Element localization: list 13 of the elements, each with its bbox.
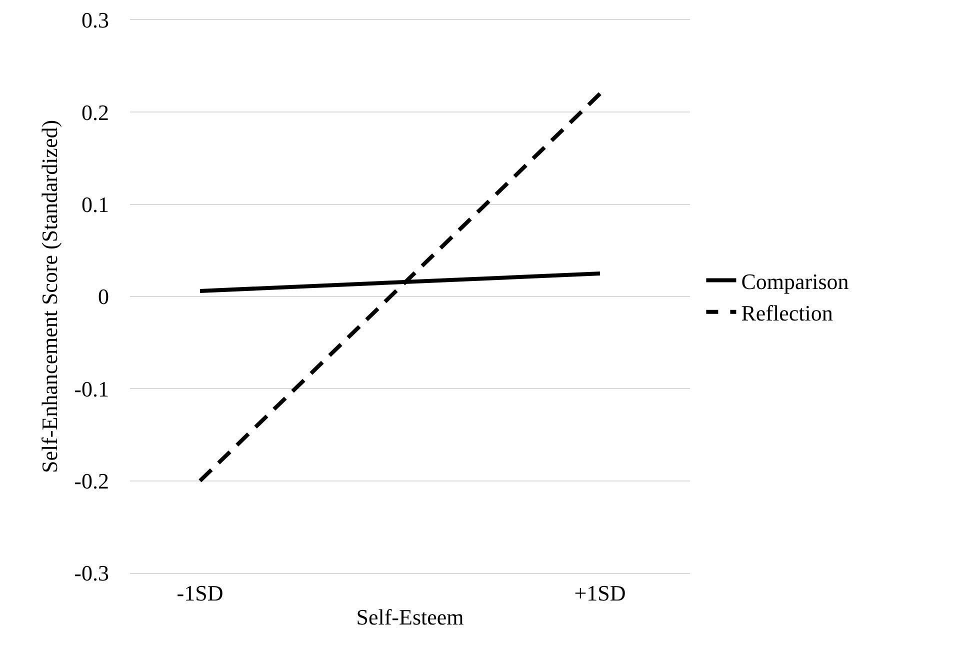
legend-label: Comparison xyxy=(741,268,849,294)
legend-label: Reflection xyxy=(741,300,833,326)
y-tick-label: -0.1 xyxy=(74,376,109,402)
y-tick-label: 0.2 xyxy=(82,100,109,125)
y-tick-label: -0.3 xyxy=(74,560,109,586)
y-tick-label: 0.1 xyxy=(82,192,109,218)
y-tick-label: 0 xyxy=(98,284,109,310)
y-tick-label: -0.2 xyxy=(74,468,109,494)
x-tick-label: +1SD xyxy=(574,580,626,606)
y-axis-title: Self-Enhancement Score (Standardized) xyxy=(36,120,62,474)
y-tick-label: 0.3 xyxy=(82,8,109,33)
x-tick-label: -1SD xyxy=(176,580,224,606)
x-axis-title: Self-Esteem xyxy=(356,604,464,630)
